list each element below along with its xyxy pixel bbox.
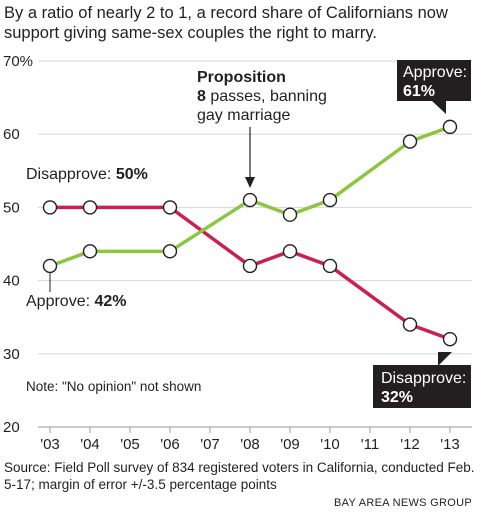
x-tick-label: '09 [280, 436, 300, 453]
data-point-approve [282, 207, 298, 222]
y-tick-label: 50 [3, 199, 20, 216]
chart-note: Note: "No opinion" not shown [26, 379, 201, 394]
series-line-approve [48, 125, 452, 268]
proposition-arrow-head [245, 177, 255, 188]
x-tick-label: '12 [400, 436, 420, 453]
proposition-annotation: Proposition 8 passes, banning gay marria… [197, 69, 331, 124]
data-point-approve [42, 258, 58, 274]
data-point-disapprove [402, 317, 418, 332]
series-points [42, 119, 458, 347]
data-point-disapprove [282, 244, 298, 259]
disapprove-start-label: Disapprove: 50% [26, 166, 148, 183]
credit: BAY AREA NEWS GROUP [334, 497, 472, 509]
headline: By a ratio of nearly 2 to 1, a record sh… [4, 4, 448, 42]
data-point-disapprove [442, 331, 458, 347]
series-line-disapprove [48, 205, 452, 341]
x-tick-label: '07 [200, 436, 220, 453]
data-point-approve [162, 244, 178, 259]
disapprove-end-value: 32% [381, 389, 413, 406]
x-tick-label: '04 [80, 436, 100, 453]
data-point-disapprove [242, 258, 258, 274]
approve-end-callout: Approve: 61% [397, 60, 471, 114]
x-tick-label: '08 [240, 436, 260, 453]
data-point-disapprove [82, 200, 98, 215]
x-tick-label: '06 [160, 436, 180, 453]
approve-end-label: Approve: [403, 64, 467, 81]
y-tick-label: 40 [3, 273, 20, 290]
y-axis: 20 30 40 50 60 70% [3, 53, 33, 436]
y-tick-label: 70% [3, 53, 33, 70]
y-tick-label: 20 [3, 419, 20, 436]
approve-end-value: 61% [403, 83, 435, 100]
y-tick-label: 60 [3, 126, 20, 143]
x-tick-label: '10 [320, 436, 340, 453]
data-point-approve [322, 192, 338, 208]
x-axis: '03 '04 '05 '06 '07 '08 '09 '10 '11 '12 '13 [40, 427, 460, 453]
x-tick-label: '03 [40, 436, 60, 453]
data-point-disapprove [42, 200, 58, 215]
x-tick-label: '05 [120, 436, 140, 453]
disapprove-end-callout: Disapprove: 32% [373, 352, 471, 408]
disapprove-end-label: Disapprove: [381, 370, 466, 387]
y-tick-label: 30 [3, 346, 20, 363]
x-tick-label: '11 [361, 436, 379, 453]
approve-start-label: Approve: 42% [26, 293, 127, 310]
data-point-approve [442, 119, 458, 135]
data-point-approve [402, 134, 418, 149]
data-point-approve [82, 244, 98, 259]
data-point-disapprove [162, 200, 178, 215]
data-point-approve [242, 192, 258, 208]
line-chart: 20 30 40 50 60 70% '03 '04 '05 '06 '07 '08 '09 '10 '1… [3, 53, 472, 453]
series-lines [48, 125, 452, 341]
data-point-disapprove [322, 258, 338, 274]
source-note: Source: Field Poll survey of 834 registe… [4, 460, 475, 492]
x-tick-label: '13 [440, 436, 460, 453]
